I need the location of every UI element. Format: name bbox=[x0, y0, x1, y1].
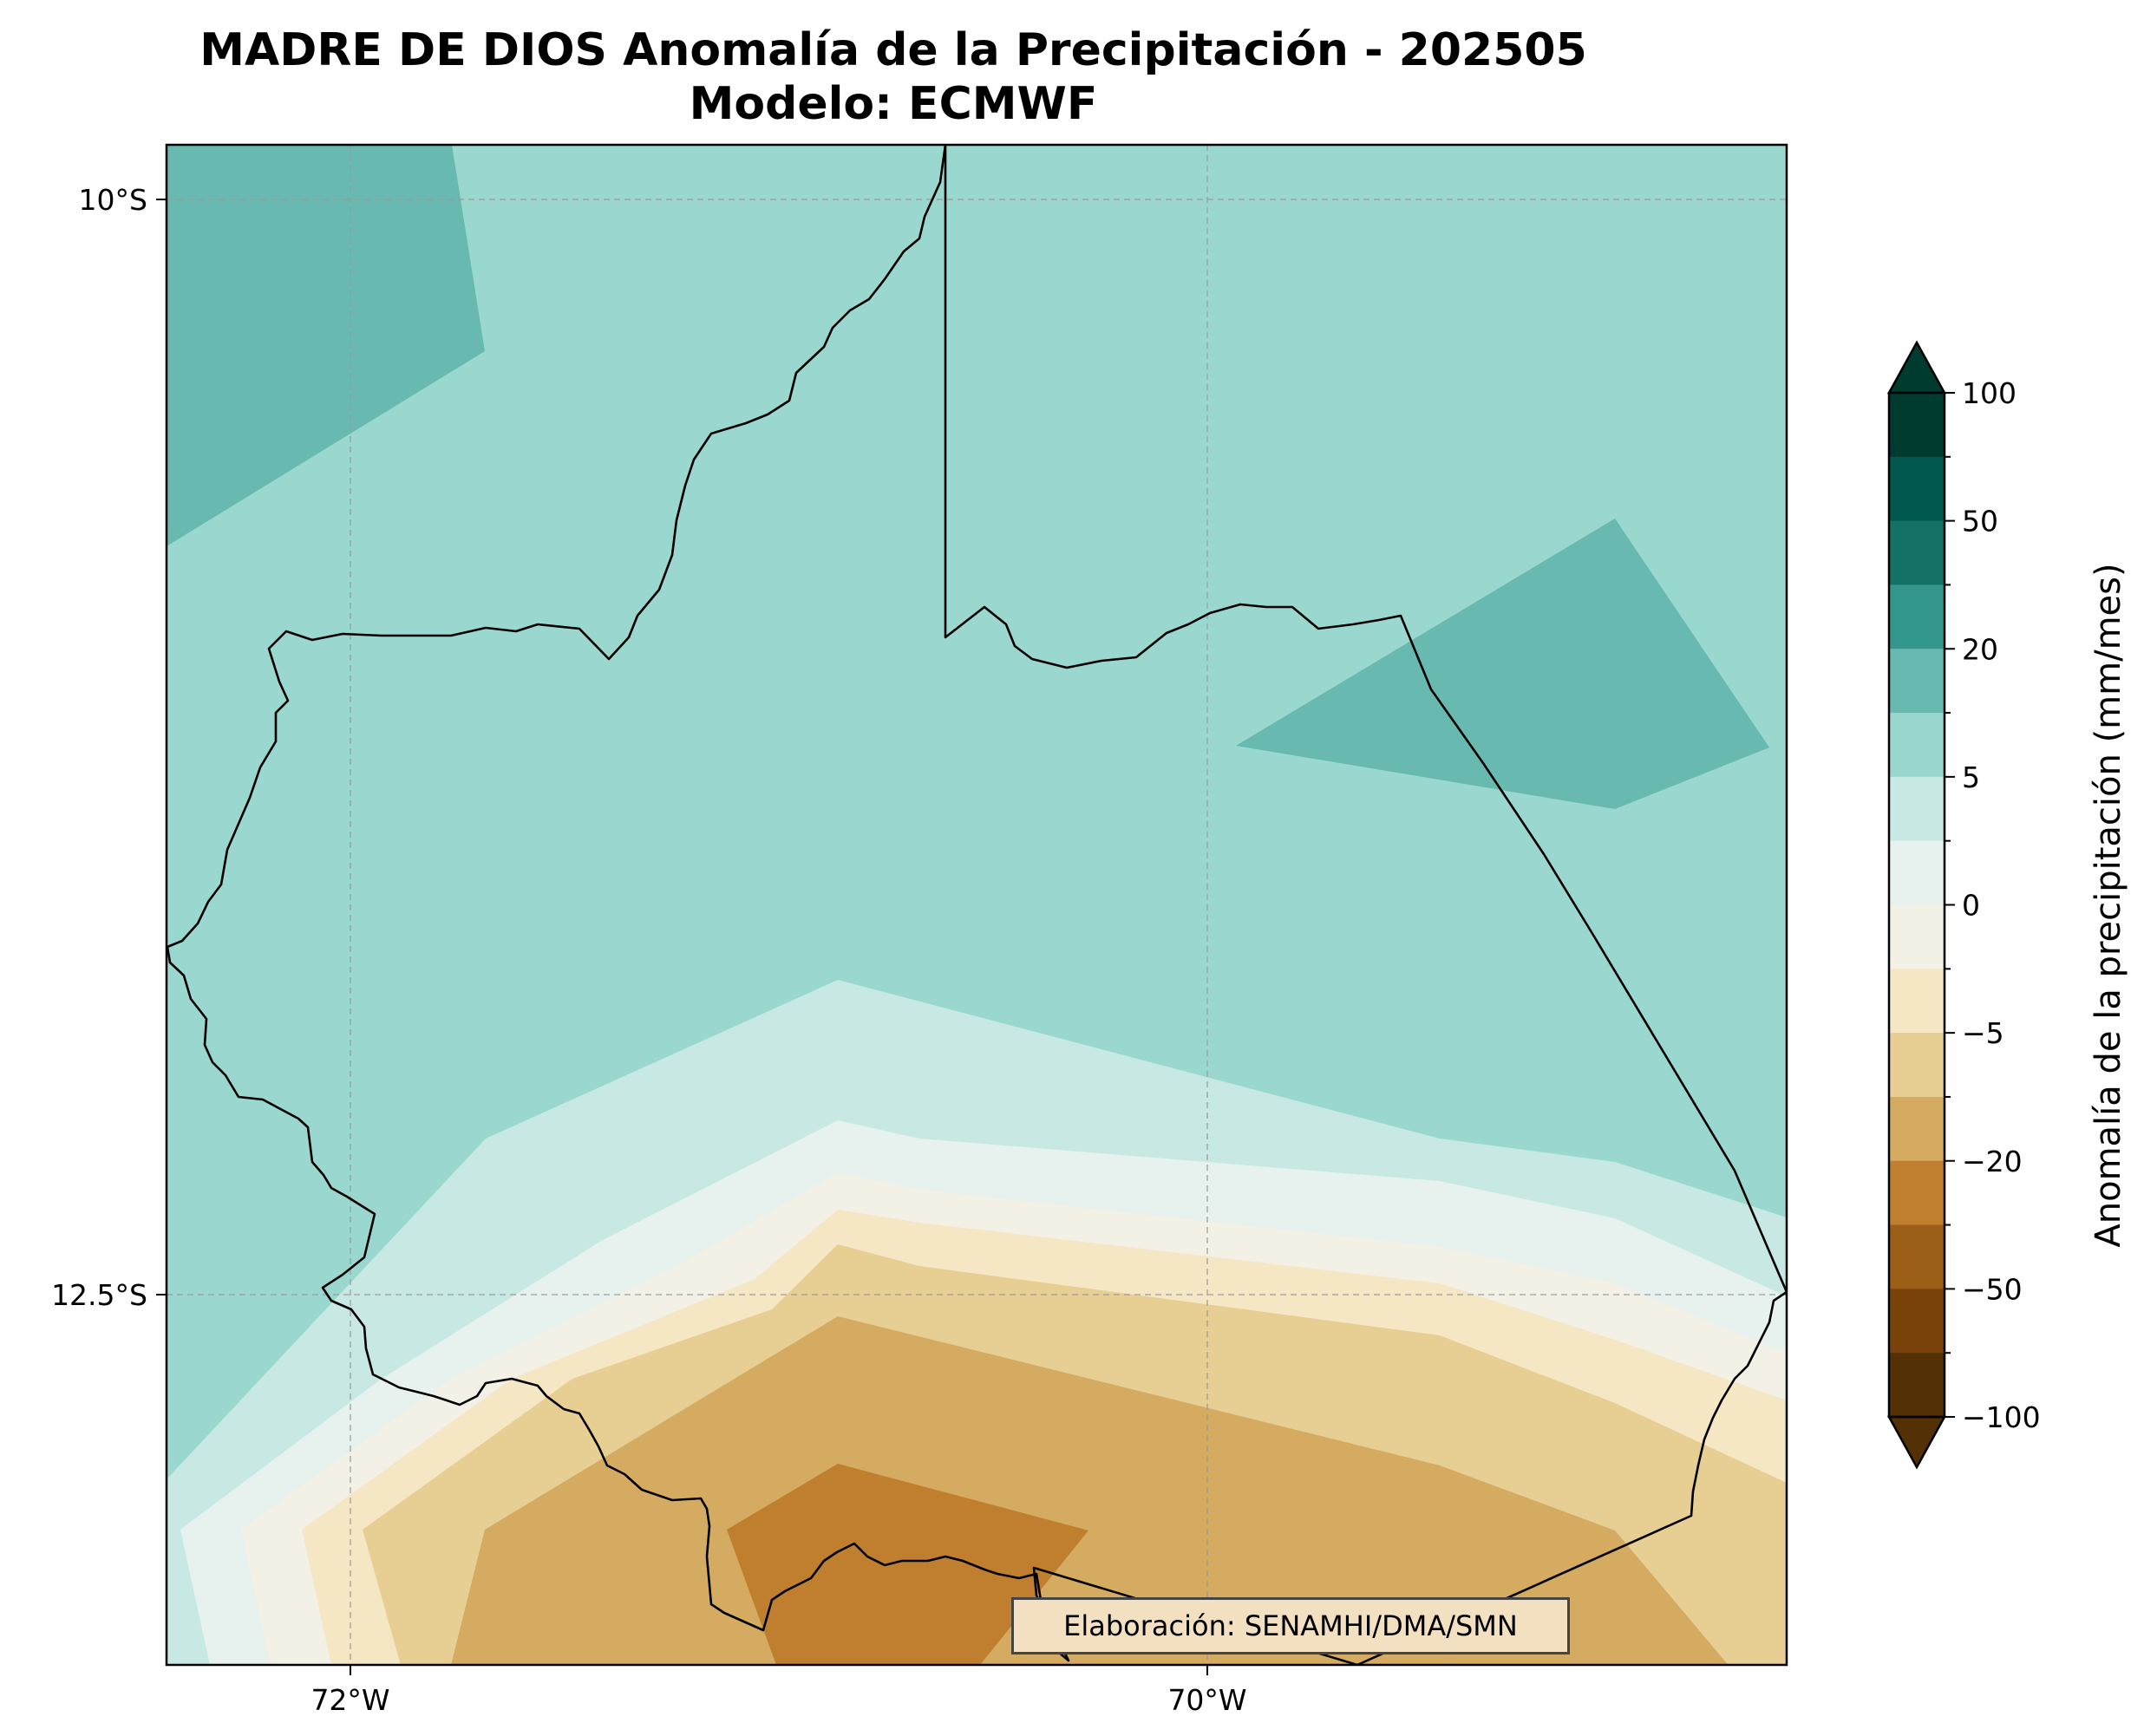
colorbar-segment bbox=[1889, 520, 1945, 586]
lon-label-70w: 70°W bbox=[1167, 1683, 1246, 1717]
department-border bbox=[167, 145, 1787, 1665]
colorbar-segment bbox=[1889, 393, 1945, 458]
lat-label-12-5s: 12.5°S bbox=[51, 1278, 147, 1312]
lon-label-72w: 72°W bbox=[310, 1683, 389, 1717]
colorbar-segment bbox=[1889, 1353, 1945, 1418]
colorbar-segment bbox=[1889, 969, 1945, 1034]
colorbar-segment bbox=[1889, 584, 1945, 649]
colorbar-segment bbox=[1889, 1160, 1945, 1226]
colorbar-segment bbox=[1889, 904, 1945, 969]
region-neg-20-30 bbox=[727, 1464, 1088, 1665]
colorbar-segment bbox=[1889, 1289, 1945, 1354]
colorbar-tick-label: 50 bbox=[1962, 505, 1998, 538]
colorbar-tick-label: 100 bbox=[1962, 376, 2017, 410]
region-high-nw bbox=[167, 145, 485, 546]
map-axis-ticks bbox=[156, 199, 1208, 1675]
colorbar-tick-label: 0 bbox=[1962, 889, 1980, 923]
colorbar-tick-label: −100 bbox=[1962, 1400, 2041, 1434]
gridlines bbox=[167, 145, 1787, 1665]
colorbar-segment bbox=[1889, 1096, 1945, 1162]
colorbar-segment bbox=[1889, 456, 1945, 522]
colorbar-extend-top bbox=[1886, 340, 1947, 395]
colorbar-segment bbox=[1889, 1033, 1945, 1098]
colorbar-segment bbox=[1889, 776, 1945, 842]
colorbar-segment bbox=[1889, 840, 1945, 906]
lat-label-10s: 10°S bbox=[79, 183, 147, 217]
colorbar-segment bbox=[1889, 713, 1945, 778]
colorbar-tick-label: −20 bbox=[1962, 1145, 2023, 1178]
colorbar-segment bbox=[1889, 649, 1945, 714]
anomaly-map bbox=[167, 145, 1787, 1665]
colorbar-tick-label: −5 bbox=[1962, 1016, 2004, 1050]
colorbar-label: Anomalía de la precipitación (mm/mes) bbox=[2088, 563, 2128, 1247]
credit-box: Elaboración: SENAMHI/DMA/SMN bbox=[1011, 1597, 1570, 1654]
title-line2: Modelo: ECMWF bbox=[689, 78, 1098, 130]
colorbar-tick-label: 5 bbox=[1962, 760, 1980, 794]
region-high-east bbox=[1236, 519, 1769, 809]
colorbar-extend-bottom bbox=[1886, 1415, 1947, 1470]
title-line1: MADRE DE DIOS Anomalía de la Precipitaci… bbox=[199, 24, 1587, 76]
colorbar-tick-label: 20 bbox=[1962, 632, 1998, 666]
colorbar-segment bbox=[1889, 1224, 1945, 1289]
map-frame bbox=[165, 143, 1788, 1667]
colorbar-tick-label: −50 bbox=[1962, 1272, 2023, 1306]
